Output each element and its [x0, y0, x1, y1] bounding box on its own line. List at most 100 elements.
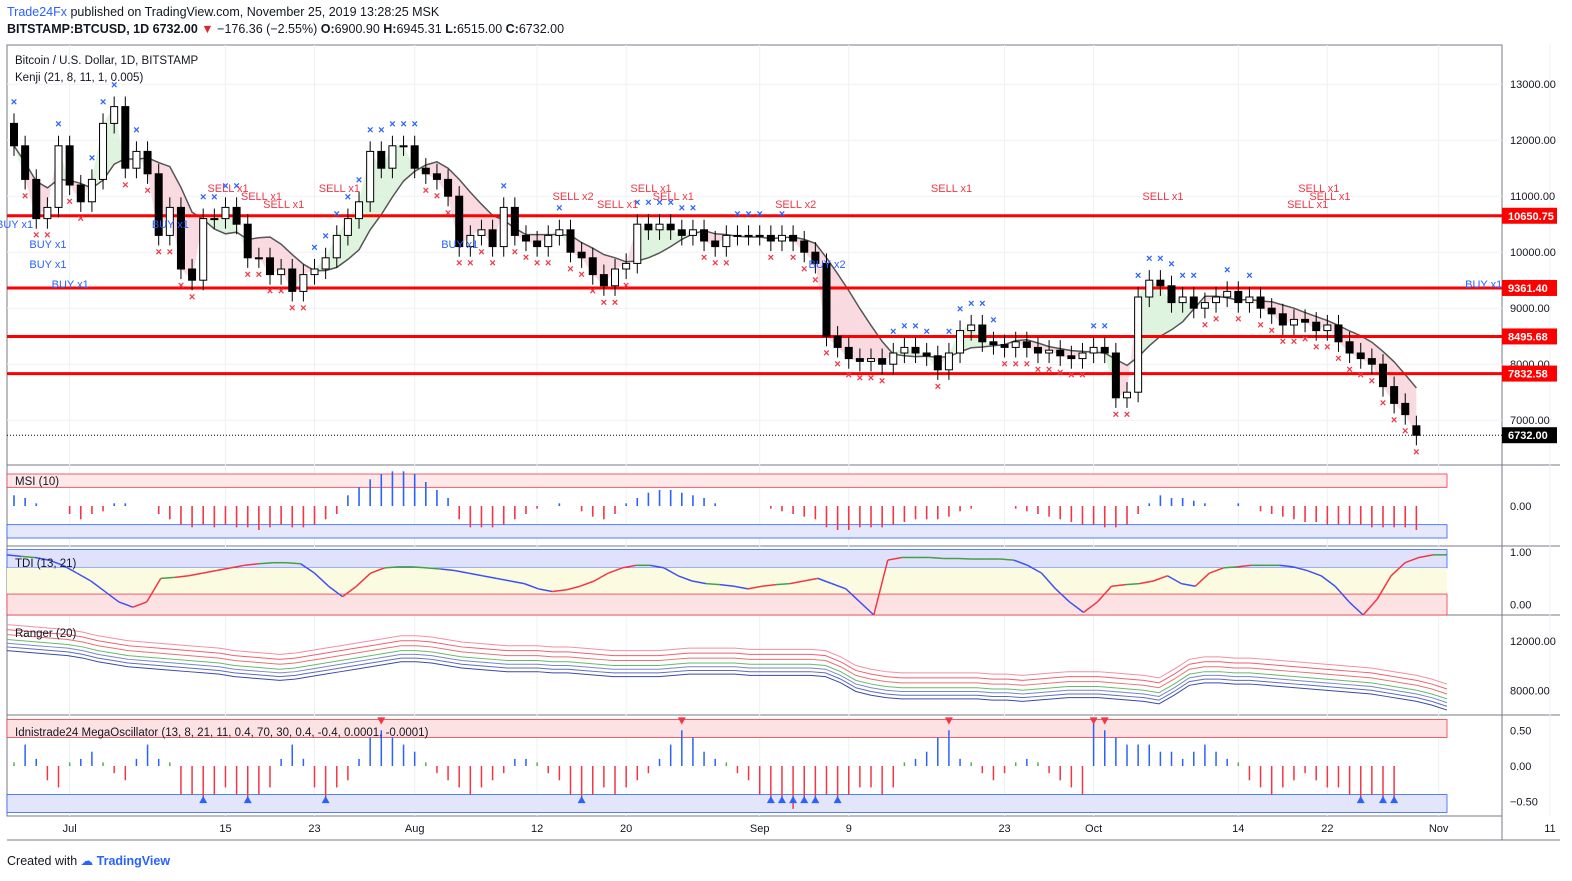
buy-signal-label: BUY x2 — [808, 259, 845, 271]
sell-signal-label: SELL x1 — [1287, 199, 1328, 211]
tdi-line-segment — [1027, 564, 1042, 574]
candle-body — [1089, 346, 1098, 354]
change-down-icon: ▼ — [201, 22, 214, 36]
ranger-band-line — [6, 629, 1448, 690]
tdi-line-segment — [440, 568, 455, 572]
mega-buy-triangle — [1378, 796, 1387, 804]
sell-cross-marker: × — [1035, 364, 1041, 376]
candle-body — [421, 167, 430, 175]
candle-body — [655, 223, 664, 231]
level-price-tag — [1502, 365, 1557, 382]
tdi-line-segment — [286, 561, 301, 565]
x-tick-label: 23 — [308, 823, 320, 835]
tdi-line-segment — [20, 555, 36, 559]
author-link[interactable]: Trade24Fx — [7, 5, 67, 19]
kenji-cloud — [1182, 297, 1194, 322]
sell-signal-label: SELL x2 — [775, 199, 816, 211]
kenji-cloud — [470, 192, 482, 236]
tdi-line-segment — [691, 580, 707, 585]
x-tick-label: Oct — [1085, 823, 1102, 835]
candle-body — [355, 201, 364, 220]
candle-body — [544, 234, 553, 248]
chart-frame — [6, 44, 1503, 817]
buy-cross-marker: × — [111, 80, 117, 92]
sell-signal-label: SELL x1 — [207, 183, 248, 195]
sell-cross-marker: × — [545, 258, 551, 270]
candle-body — [1223, 290, 1232, 298]
candle-body — [188, 268, 197, 281]
candle-body — [1234, 290, 1243, 304]
buy-cross-marker: × — [556, 203, 562, 215]
mega-tick-label: −0.50 — [1510, 797, 1538, 809]
sell-cross-marker: × — [1235, 314, 1241, 326]
candle-body — [744, 234, 753, 237]
candle-body — [1100, 346, 1109, 354]
mega-sell-triangle — [377, 717, 386, 725]
candle-body — [566, 229, 575, 253]
tdi-line-segment — [132, 601, 148, 608]
candle-body — [811, 251, 820, 264]
candle-body — [1000, 344, 1009, 348]
level-label: 8495.68 — [1508, 331, 1548, 343]
candle-body — [265, 257, 274, 276]
candle-body — [1245, 296, 1254, 304]
tdi-line-segment — [496, 577, 511, 582]
sell-cross-marker: × — [723, 258, 729, 270]
sell-cross-marker: × — [467, 258, 473, 270]
candle-body — [21, 145, 30, 180]
tdi-line-segment — [1348, 601, 1364, 616]
ranger-tick-label: 8000.00 — [1510, 685, 1550, 697]
candle-body — [733, 234, 742, 237]
candle-body — [110, 106, 119, 124]
candle-body — [577, 251, 586, 259]
sell-cross-marker: × — [523, 252, 529, 264]
sell-cross-marker: × — [1012, 358, 1018, 370]
candle-body — [65, 145, 74, 186]
candle-body — [299, 274, 308, 292]
sell-signal-label: SELL x1 — [1309, 191, 1350, 203]
candle-body — [644, 223, 653, 231]
x-tick-label: 9 — [846, 823, 852, 835]
candle-body — [176, 206, 185, 270]
kenji-cloud — [848, 290, 860, 362]
sell-cross-marker: × — [1313, 342, 1319, 354]
tdi-line-segment — [789, 580, 805, 585]
sell-signal-label: SELL x1 — [319, 183, 360, 195]
mega-buy-triangle — [777, 796, 786, 804]
candle-body — [766, 234, 775, 242]
tdi-line-segment — [300, 563, 315, 574]
candle-body — [1323, 324, 1332, 332]
open-label: O: — [320, 22, 335, 36]
last-price: 6732.00 — [152, 22, 198, 36]
sell-cross-marker: × — [66, 196, 72, 208]
msi-upper-zone — [6, 473, 1448, 488]
mega-sell-triangle — [944, 717, 953, 725]
candle-body — [922, 352, 931, 357]
candle-body — [410, 145, 419, 169]
tdi-line-segment — [957, 557, 972, 560]
mega-buy-triangle — [800, 796, 809, 804]
kenji-cloud — [403, 145, 415, 181]
sell-cross-marker: × — [245, 269, 251, 281]
sell-cross-marker: × — [1257, 319, 1263, 331]
buy-cross-marker: × — [345, 192, 351, 204]
tdi-line-segment — [552, 589, 567, 593]
tradingview-link[interactable]: TradingView — [96, 854, 171, 868]
candle-body — [343, 218, 352, 236]
candle-body — [466, 234, 475, 248]
buy-cross-marker: × — [334, 208, 340, 220]
buy-signal-label: BUY x1 — [52, 279, 89, 291]
sell-cross-marker: × — [256, 269, 262, 281]
mega-buy-triangle — [577, 796, 586, 804]
tdi-line-segment — [1083, 601, 1098, 613]
sell-cross-marker: × — [567, 263, 573, 275]
sell-cross-marker: × — [1079, 370, 1085, 382]
sell-cross-marker: × — [155, 246, 161, 258]
mega-buy-triangle — [766, 796, 775, 804]
open-value: 6900.90 — [334, 22, 380, 36]
buy-cross-marker: × — [890, 326, 896, 338]
msi-tick-label: 0.00 — [1510, 501, 1531, 513]
sell-cross-marker: × — [167, 246, 173, 258]
footer: Created with ☁ TradingView — [7, 853, 170, 868]
